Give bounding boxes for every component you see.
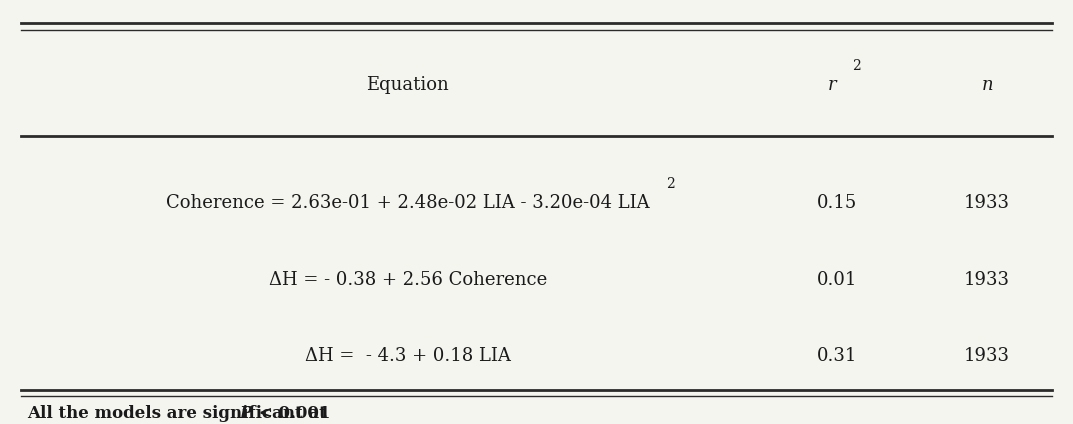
Text: 0.31: 0.31 <box>817 347 857 365</box>
Text: r: r <box>827 76 836 94</box>
Text: 1933: 1933 <box>965 347 1010 365</box>
Text: Equation: Equation <box>366 76 450 94</box>
Text: 0.15: 0.15 <box>817 194 857 212</box>
Text: n: n <box>982 76 993 94</box>
Text: ΔH =  - 4.3 + 0.18 LIA: ΔH = - 4.3 + 0.18 LIA <box>305 347 511 365</box>
Text: All the models are significant at: All the models are significant at <box>27 404 333 421</box>
Text: P: P <box>239 404 252 421</box>
Text: ΔH = - 0.38 + 2.56 Coherence: ΔH = - 0.38 + 2.56 Coherence <box>268 271 547 289</box>
Text: 1933: 1933 <box>965 271 1010 289</box>
Text: 2: 2 <box>666 177 675 191</box>
Text: 1933: 1933 <box>965 194 1010 212</box>
Text: 2: 2 <box>852 59 861 73</box>
Text: < 0.001: < 0.001 <box>253 404 330 421</box>
Text: Coherence = 2.63e-01 + 2.48e-02 LIA - 3.20e-04 LIA: Coherence = 2.63e-01 + 2.48e-02 LIA - 3.… <box>166 194 649 212</box>
Text: 0.01: 0.01 <box>817 271 857 289</box>
